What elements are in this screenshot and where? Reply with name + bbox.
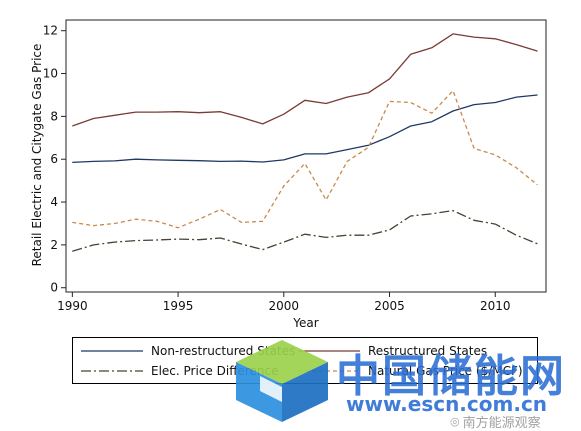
- x-tick-label-2010: 2010: [480, 299, 511, 313]
- legend-item-natural-gas-price: Natural Gas Price ($/MCF): [298, 364, 523, 378]
- y-tick-label-4: 4: [50, 195, 58, 209]
- y-tick-label-6: 6: [50, 152, 58, 166]
- y-tick-label-2: 2: [50, 238, 58, 252]
- y-axis-label: Retail Electric and Citygate Gas Price: [30, 44, 44, 267]
- legend-item-elec-price-difference: Elec. Price Difference: [81, 364, 278, 378]
- legend-label-natural-gas-price: Natural Gas Price ($/MCF): [368, 364, 523, 378]
- legend-label-elec-price-difference: Elec. Price Difference: [151, 364, 279, 378]
- series-line-elec-price-difference: [72, 209, 538, 252]
- plot-frame: [65, 19, 547, 293]
- series-line-restructured-states: [72, 33, 538, 127]
- legend-swatch-natural-gas-price: [298, 370, 360, 372]
- legend-item-restructured: Restructured States: [298, 344, 487, 358]
- legend-label-non-restructured: Non-restructured States: [151, 344, 296, 358]
- legend-swatch-elec-price-difference: [81, 370, 143, 372]
- chart-legend: Non-restructured States Restructured Sta…: [72, 337, 538, 384]
- y-tick-label-8: 8: [50, 109, 58, 123]
- y-tick-label-0: 0: [50, 281, 58, 295]
- y-tick-label-10: 10: [43, 67, 58, 81]
- x-tick-label-2000: 2000: [269, 299, 300, 313]
- legend-swatch-restructured: [298, 350, 360, 352]
- x-tick-label-2005: 2005: [374, 299, 405, 313]
- series-line-natural-gas-price-mcf: [72, 90, 538, 229]
- x-tick-label-1990: 1990: [57, 299, 88, 313]
- legend-item-non-restructured: Non-restructured States: [81, 344, 295, 358]
- x-axis-label: Year: [292, 316, 318, 330]
- x-tick-label-1995: 1995: [163, 299, 194, 313]
- legend-swatch-non-restructured: [81, 350, 143, 352]
- legend-label-restructured: Restructured States: [368, 344, 488, 358]
- y-tick-label-12: 12: [43, 24, 58, 38]
